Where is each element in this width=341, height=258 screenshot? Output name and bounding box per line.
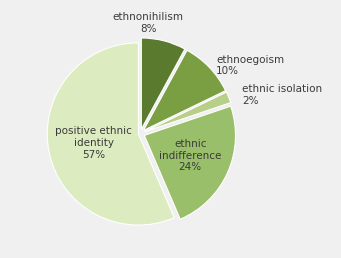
Wedge shape — [145, 92, 231, 132]
Wedge shape — [144, 50, 225, 130]
Wedge shape — [144, 106, 236, 219]
Wedge shape — [141, 38, 185, 129]
Text: ethnic
indifference
24%: ethnic indifference 24% — [159, 139, 221, 172]
Text: positive ethnic
identity
57%: positive ethnic identity 57% — [55, 126, 132, 160]
Wedge shape — [47, 43, 174, 225]
Text: ethnonihilism
8%: ethnonihilism 8% — [113, 12, 183, 34]
Text: ethnic isolation
2%: ethnic isolation 2% — [242, 84, 322, 106]
Text: ethnoegoism
10%: ethnoegoism 10% — [216, 55, 284, 76]
